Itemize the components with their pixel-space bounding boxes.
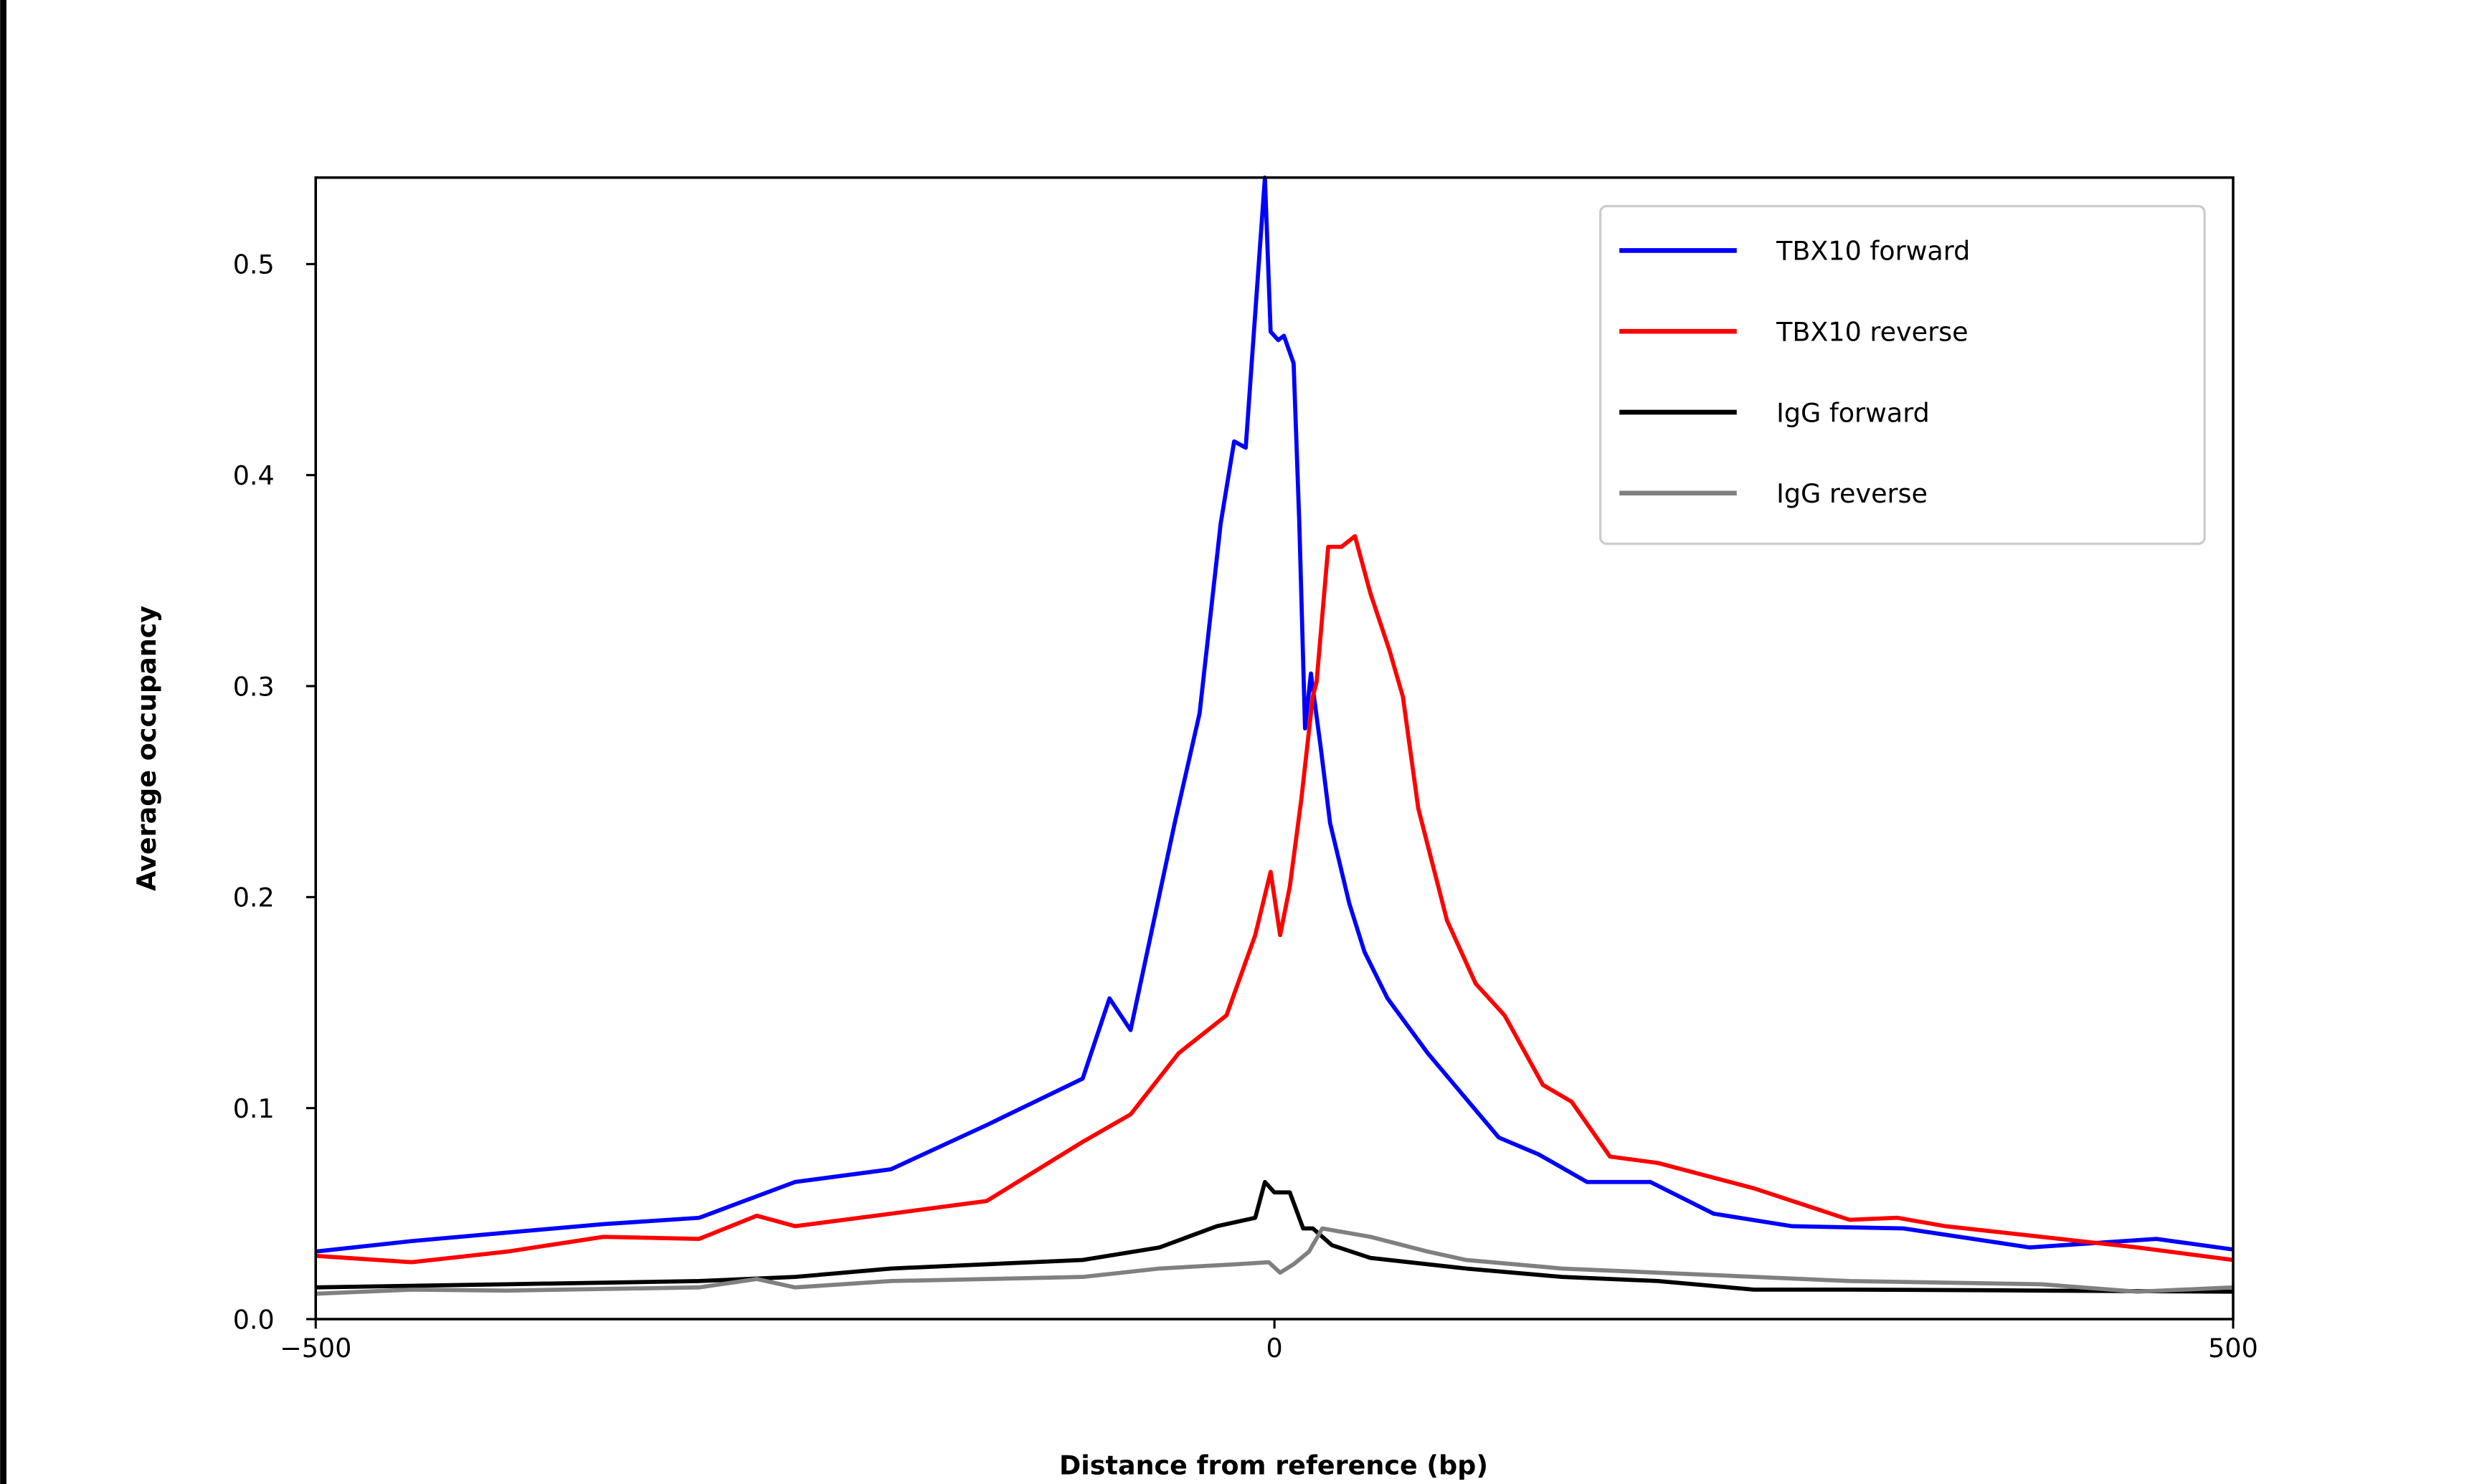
x-tick-label: 0 xyxy=(1266,1333,1283,1364)
y-tick-label: 0.0 xyxy=(233,1304,275,1335)
x-tick-label: −500 xyxy=(280,1333,351,1364)
left-border xyxy=(0,0,7,1484)
series-line-tbx10-forward xyxy=(315,175,2234,1254)
x-axis-label: Distance from reference (bp) xyxy=(1059,1450,1488,1481)
legend-label: IgG reverse xyxy=(1776,478,1928,509)
y-tick-label: 0.4 xyxy=(233,460,275,491)
y-tick-label: 0.3 xyxy=(233,671,275,702)
y-tick-label: 0.5 xyxy=(233,249,275,280)
legend: TBX10 forward TBX10 reverse IgG forward IgG… xyxy=(1598,204,2206,546)
y-tick-label: 0.2 xyxy=(233,883,275,913)
series-line-igg-reverse xyxy=(316,1226,2234,1296)
legend-box xyxy=(1598,204,2206,546)
x-tick-label: 500 xyxy=(2208,1333,2258,1364)
legend-item-igg-reverse: IgG reverse xyxy=(1619,478,1928,509)
ticks-layer: −500 0 500 0.0 0.1 0.2 0.3 0.4 0.5 xyxy=(233,249,2258,1364)
legend-label: TBX10 forward xyxy=(1776,236,1970,267)
legend-item-tbx10-reverse: TBX10 reverse xyxy=(1619,316,1969,347)
series-line-tbx10-reverse xyxy=(316,534,2234,1265)
series-line-igg-forward xyxy=(316,1179,2234,1294)
legend-item-igg-forward: IgG forward xyxy=(1619,397,1930,428)
legend-label: IgG forward xyxy=(1776,397,1930,428)
legend-label: TBX10 reverse xyxy=(1776,316,1968,347)
y-axis-label: Average occupancy xyxy=(131,606,162,891)
y-tick-label: 0.1 xyxy=(233,1093,275,1124)
series-layer xyxy=(315,175,2234,1296)
legend-item-tbx10-forward: TBX10 forward xyxy=(1619,236,1970,267)
